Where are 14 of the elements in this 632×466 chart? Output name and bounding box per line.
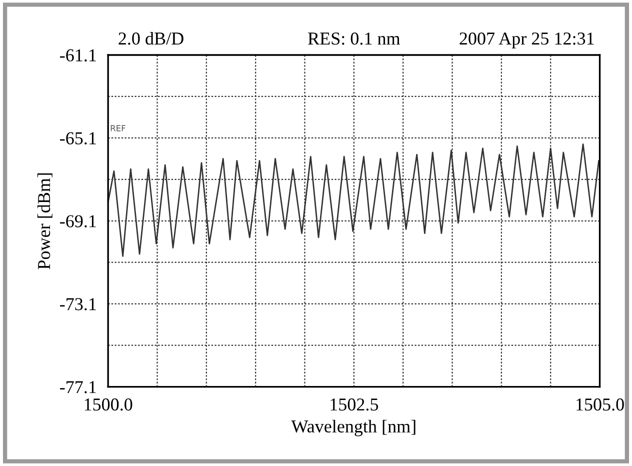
x-tick-label: 1502.5: [330, 398, 378, 411]
y-tick-label: -77.1: [60, 381, 96, 394]
annotation: REF: [110, 125, 126, 132]
text: 2007 Apr 25 12:31: [460, 32, 594, 48]
y-axis-title: Power [dBm]: [37, 173, 52, 270]
y-tick-label: -73.1: [60, 298, 96, 310]
x-tick-label: 1505.0: [576, 398, 624, 411]
y-tick-label: -69.1: [60, 215, 96, 228]
text: 2.0 dB/D: [118, 32, 184, 45]
x-tick-label: 1500.0: [84, 398, 132, 411]
y-tick-label: -65.1: [60, 132, 96, 144]
x-axis-title: Wavelength [nm]: [291, 420, 416, 436]
y-tick-label: -61.1: [60, 49, 96, 62]
text: RES: 0.1 nm: [308, 32, 400, 45]
